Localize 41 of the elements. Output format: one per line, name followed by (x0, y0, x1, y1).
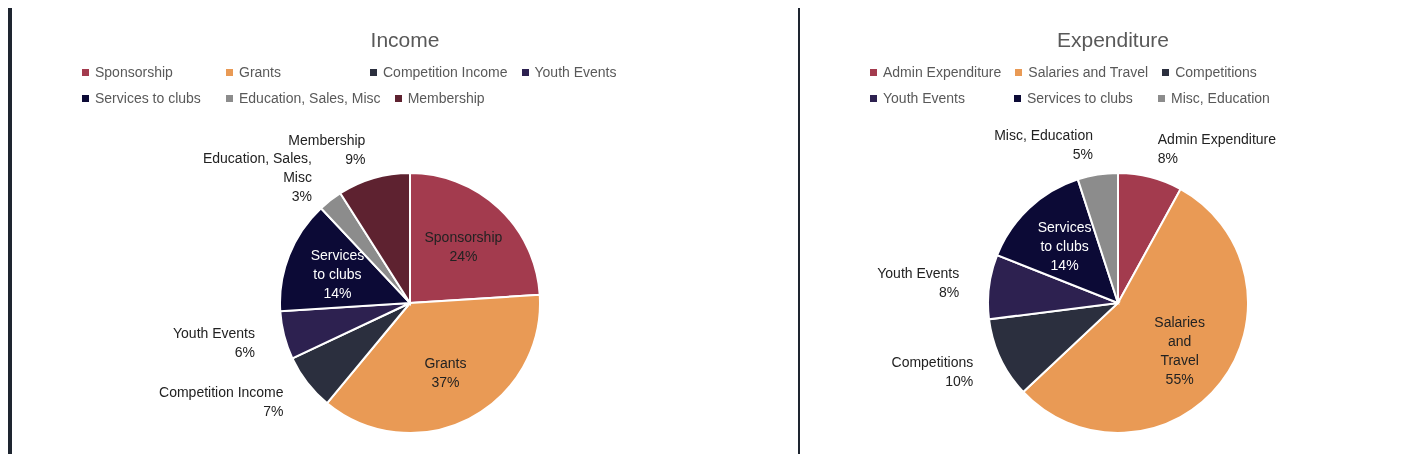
data-label: 14% (323, 285, 352, 302)
legend-label: Admin Expenditure (882, 64, 1002, 80)
legend-label: Services to clubs (94, 90, 202, 106)
data-label: 55% (1165, 371, 1194, 388)
data-label: 8% (1157, 149, 1179, 166)
data-label: 10% (945, 372, 974, 389)
legend-label: Youth Events (533, 64, 618, 80)
slice-label: Competitions (891, 353, 974, 370)
legend-label: Youth Events (882, 90, 966, 106)
slice-label: Youth Events (877, 265, 960, 282)
data-label: 5% (1072, 146, 1093, 163)
data-label: 3% (291, 187, 312, 204)
slice-label: Services to clubs (310, 247, 365, 283)
data-label: 8% (939, 284, 960, 301)
data-label: 14% (1050, 257, 1079, 274)
slice-label: Youth Events (173, 325, 256, 342)
legend-label: Education, Sales, Misc (238, 90, 381, 106)
data-label: 7% (263, 402, 284, 419)
slice-label: Admin Expenditure (1157, 130, 1277, 147)
slice-label: Misc, Education (994, 127, 1093, 144)
data-label: 24% (449, 247, 478, 264)
data-label: 6% (234, 344, 256, 361)
slice-label: Education, Sales, Misc (202, 149, 312, 185)
legend-label: Competition Income (382, 64, 508, 80)
legend-label: Membership (406, 90, 486, 106)
data-label: 9% (345, 150, 366, 167)
slice-label: Sponsorship (424, 228, 503, 245)
slice-label: Competition Income (159, 383, 284, 400)
chart-title: Expenditure (1055, 27, 1171, 52)
legend-label: Grants (238, 64, 282, 80)
legend-label: Salaries and Travel (1027, 64, 1149, 80)
legend-label: Services to clubs (1026, 90, 1134, 106)
chart-title: Income (369, 27, 441, 52)
legend-label: Misc, Education (1170, 90, 1271, 106)
data-label: 37% (431, 374, 460, 390)
slice-label: Grants (424, 355, 467, 371)
slice-label: Membership (288, 131, 366, 148)
slice-label: Salaries and Travel (1154, 314, 1205, 369)
legend-label: Competitions (1174, 64, 1258, 80)
legend-label: Sponsorship (94, 64, 174, 80)
slice-label: Services to clubs (1037, 219, 1092, 255)
